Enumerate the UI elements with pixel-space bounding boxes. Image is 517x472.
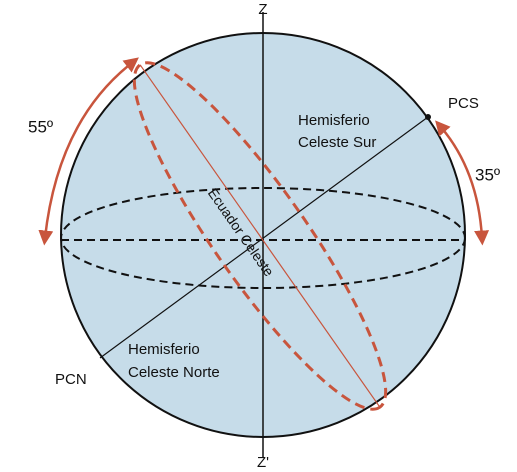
south-region-line2: Celeste Sur bbox=[298, 134, 376, 151]
north-region-line2: Celeste Norte bbox=[128, 364, 220, 381]
nadir-label: Z' bbox=[257, 454, 269, 471]
pole-point bbox=[425, 114, 431, 120]
north-region-line1: Hemisferio bbox=[128, 341, 200, 358]
south-pole-label: PCS bbox=[448, 95, 479, 112]
north-pole-label: PCN bbox=[55, 371, 87, 388]
angle-right: 35º bbox=[475, 165, 500, 184]
south-region-line1: Hemisferio bbox=[298, 112, 370, 129]
angle-left: 55º bbox=[28, 117, 53, 136]
celestial-sphere-diagram: Z Z' PCS PCN 55º 35º Hemisferio Celeste … bbox=[0, 0, 517, 472]
zenith-label: Z bbox=[258, 1, 267, 18]
